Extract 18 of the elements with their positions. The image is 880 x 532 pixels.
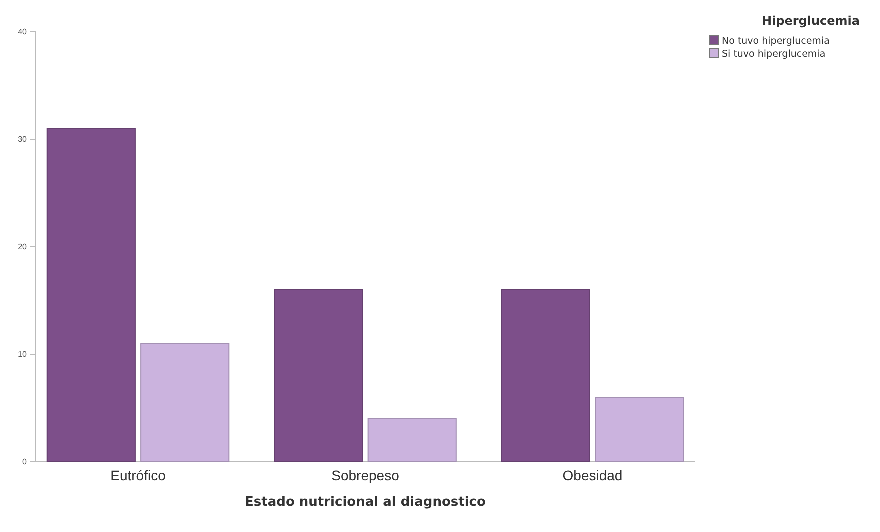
y-tick-label: 40 [18, 28, 28, 37]
bar [501, 290, 590, 462]
bar [140, 343, 230, 462]
legend-label: No tuvo hiperglucemia [722, 36, 830, 47]
y-tick-label: 0 [22, 458, 28, 467]
x-axis-title: Estado nutricional al diagnostico [245, 495, 486, 510]
bar [595, 397, 684, 462]
bar [368, 418, 457, 462]
y-tick-label: 20 [18, 242, 28, 252]
y-tick-label: 10 [18, 350, 28, 360]
bar [274, 290, 364, 462]
bar [46, 128, 136, 462]
x-tick-label: Sobrepeso [332, 467, 400, 484]
x-tick-label: Eutrófico [110, 467, 166, 484]
legend-label: Si tuvo hiperglucemia [722, 49, 826, 60]
x-tick-label: Obesidad [562, 467, 623, 484]
legend-title: Hiperglucemia [762, 14, 860, 28]
y-tick-label: 30 [18, 135, 28, 144]
